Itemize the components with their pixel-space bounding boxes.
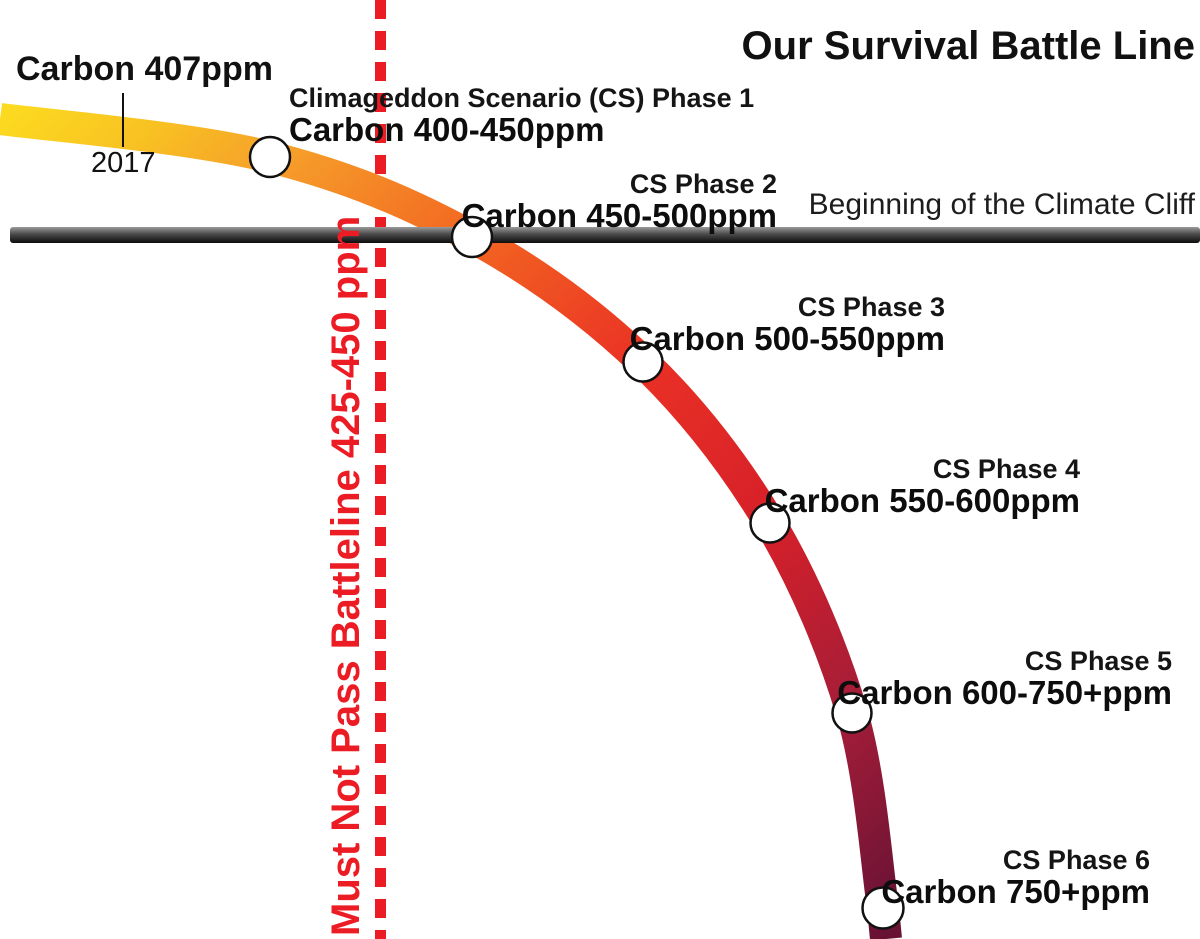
climate-cliff-label: Beginning of the Climate Cliff: [808, 188, 1195, 221]
phase-4-carbon: Carbon 550-600ppm: [764, 482, 1080, 519]
phase-2-carbon: Carbon 450-500ppm: [461, 197, 777, 234]
phase-2-marker: [450, 215, 494, 259]
current-carbon-label: Carbon 407ppm: [16, 50, 273, 88]
phase-1-name: Climageddon Scenario (CS) Phase 1: [289, 83, 755, 113]
phase-6-marker: [861, 886, 905, 930]
phase-4-marker: [749, 502, 791, 544]
phase-3-labels: CS Phase 3 Carbon 500-550ppm: [630, 293, 945, 356]
phase-5-labels: CS Phase 5 Carbon 600-750+ppm: [837, 647, 1172, 710]
phase-1-labels: Climageddon Scenario (CS) Phase 1 Carbon…: [289, 84, 754, 147]
phase-4-labels: CS Phase 4 Carbon 550-600ppm: [765, 455, 1080, 518]
phase-2-name: CS Phase 2: [629, 169, 777, 199]
phase-2-labels: CS Phase 2 Carbon 450-500ppm: [462, 170, 777, 233]
phase-1-carbon: Carbon 400-450ppm: [289, 111, 605, 148]
phase-6-name: CS Phase 6: [1002, 845, 1150, 875]
battleline-label: Must Not Pass Battleline 425-450 ppm: [324, 215, 368, 936]
page-title: Our Survival Battle Line: [741, 24, 1195, 68]
phase-5-name: CS Phase 5: [1024, 646, 1172, 676]
phase-6-carbon: Carbon 750+ppm: [881, 873, 1150, 910]
phase-5-carbon: Carbon 600-750+ppm: [837, 674, 1172, 711]
current-year-label: 2017: [91, 147, 156, 179]
climate-cliff-bar: [10, 227, 1200, 243]
phase-5-marker: [831, 692, 873, 734]
phase-3-carbon: Carbon 500-550ppm: [629, 320, 945, 357]
phase-1-marker: [248, 135, 292, 179]
phase-3-name: CS Phase 3: [797, 292, 945, 322]
phase-6-labels: CS Phase 6 Carbon 750+ppm: [881, 846, 1150, 909]
phase-3-marker: [622, 341, 664, 383]
phase-4-name: CS Phase 4: [932, 454, 1080, 484]
